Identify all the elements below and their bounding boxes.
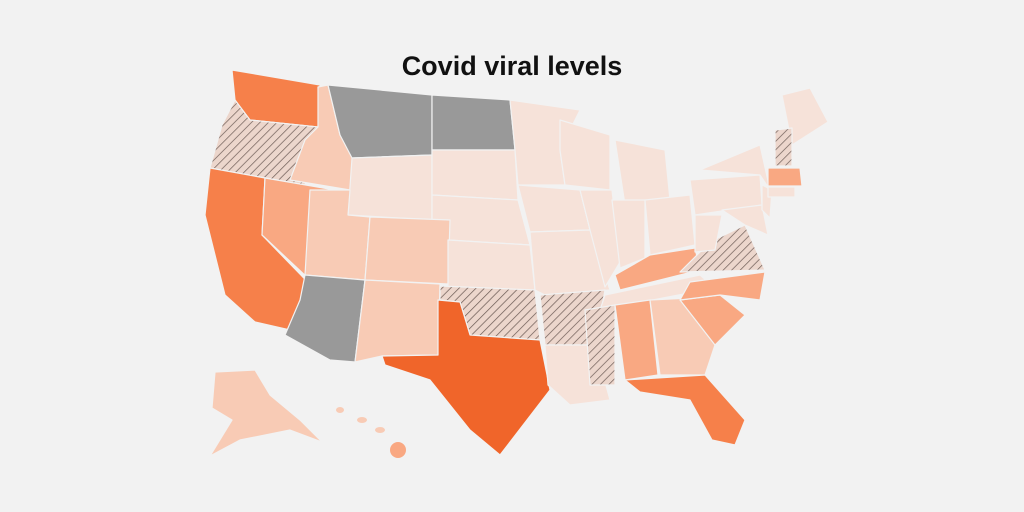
state-fl [624,374,746,446]
state-wy [347,154,433,221]
hi-island [357,417,367,423]
state-co [364,216,451,285]
state-md [721,204,769,236]
state-sd [431,149,519,201]
state-il [579,189,621,288]
state-oh [644,194,696,256]
state-ks [447,239,536,291]
state-wi [559,119,611,191]
us-states [204,69,829,458]
state-al [614,299,659,381]
state-nc [679,271,766,301]
state-ma [767,167,803,187]
state-wv [694,214,723,253]
hi-island [390,442,406,458]
state-tx [381,299,551,456]
hi-island [336,407,344,413]
state-ms [584,304,616,386]
state-ct-ri [767,186,796,198]
state-ak [209,369,323,457]
map-title: Covid viral levels [402,51,623,81]
state-nh-vt [774,127,793,167]
state-ia [517,184,591,233]
state-mi [614,139,671,206]
state-nm [354,279,441,363]
state-nd [431,94,516,151]
state-hi [336,407,406,458]
hi-island [375,427,385,433]
